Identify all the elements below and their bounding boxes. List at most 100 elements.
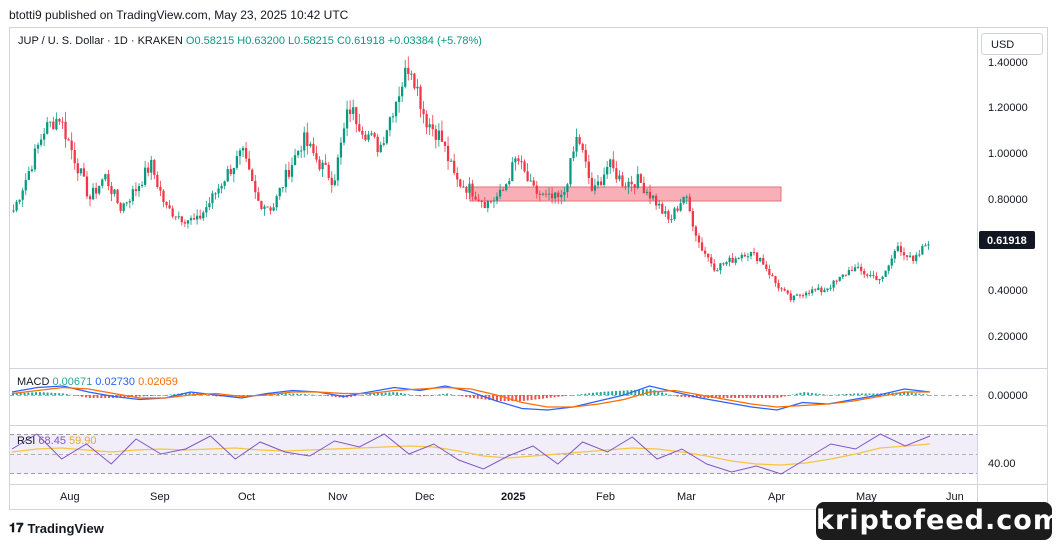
macd-hist-bar [12, 393, 14, 395]
candle-body [554, 192, 557, 199]
macd-hist-bar [661, 392, 664, 395]
candle-body [355, 107, 358, 125]
candle-body [820, 287, 823, 293]
macd-hist-bar [753, 395, 756, 398]
candle-body [703, 250, 707, 254]
macd-hist-bar [61, 393, 64, 395]
candle-body [419, 86, 422, 109]
candle-body [523, 161, 526, 172]
candle-body [229, 169, 232, 175]
candle-body [88, 196, 92, 200]
candle-body [21, 190, 24, 200]
candle-body [838, 276, 841, 281]
macd-hist-bar [737, 395, 740, 398]
macd-hist-bar [818, 393, 821, 395]
macd-hist-bar [42, 392, 45, 395]
macd-hist-bar [749, 395, 752, 398]
candle-body [12, 210, 15, 212]
candle-body [312, 143, 315, 154]
macd-hist-bar [634, 389, 637, 395]
macd-hist-bar [618, 390, 621, 395]
candle-body [856, 266, 860, 268]
macd-hist-bar [330, 395, 333, 397]
tradingview-logo-icon: 𝟏𝟕 [9, 520, 24, 535]
candle-body [801, 295, 805, 297]
macd-legend[interactable]: MACD 0.00671 0.02730 0.02059 [17, 376, 178, 388]
macd-hist-bar [100, 395, 103, 398]
tradingview-brand[interactable]: 𝟏𝟕 TradingView [9, 520, 104, 536]
candle-body [547, 193, 551, 195]
candle-body [147, 167, 150, 173]
macd-hist-bar [641, 389, 644, 395]
candle-body [95, 187, 98, 194]
candle-body [287, 169, 291, 177]
macd-hist-bar [826, 394, 829, 396]
macd-hist-bar [549, 395, 552, 398]
candle-body [881, 276, 884, 280]
candle-body [590, 177, 593, 191]
candle-body [327, 164, 330, 178]
macd-hist-bar [19, 393, 22, 395]
macd-hist-bar [730, 395, 733, 398]
candle-body [557, 192, 560, 198]
candle-body [33, 148, 37, 170]
candle-body [746, 256, 750, 258]
candle-body [486, 201, 489, 209]
macd-hist-bar [837, 394, 840, 395]
candle-body [921, 246, 924, 255]
macd-hist-bar [54, 392, 57, 395]
candle-body [196, 215, 199, 220]
candle-body [477, 199, 480, 201]
candle-body [474, 196, 477, 200]
candle-body [532, 180, 535, 186]
macd-hist-bar [864, 393, 867, 395]
candle-body [615, 168, 618, 180]
candle-body [804, 292, 808, 296]
macd-hist-bar [568, 395, 571, 396]
candle-body [774, 276, 777, 284]
candle-body [740, 254, 743, 259]
macd-hist-bar [108, 395, 111, 398]
macd-hist-bar [814, 393, 817, 395]
macd-hist-bar [265, 393, 268, 395]
candle-body [459, 179, 462, 187]
x-tick-aug: Aug [60, 491, 80, 503]
rsi-title: RSI [17, 435, 36, 447]
macd-hist-bar [303, 394, 306, 395]
candle-body [58, 118, 61, 122]
rsi-legend[interactable]: RSI 68.45 59.90 [17, 435, 97, 447]
macd-hist-bar [280, 393, 283, 395]
candle-body [235, 156, 239, 168]
candle-body [278, 188, 281, 197]
macd-hist-bar [599, 391, 602, 395]
candle-body [67, 139, 70, 141]
candle-body [915, 254, 918, 261]
candle-body [780, 288, 783, 290]
candle-body [563, 191, 566, 195]
candle-body [697, 235, 701, 243]
candle-body [887, 265, 890, 271]
candle-body [633, 184, 636, 188]
candle-body [251, 169, 254, 182]
macd-hist-bar [688, 395, 691, 398]
candle-body [290, 165, 294, 177]
macd-signal-line [11, 386, 930, 408]
macd-hist-bar [714, 395, 717, 398]
macd-hist-bar [177, 393, 180, 395]
macd-hist-bar [784, 395, 787, 397]
symbol-legend[interactable]: JUP / U. S. Dollar · 1D · KRAKEN O0.5821… [18, 35, 482, 47]
candle-body [73, 150, 76, 164]
candle-body [391, 116, 395, 118]
macd-hist-bar [845, 393, 848, 395]
macd-hist-bar [488, 395, 491, 401]
rsi-value: 68.45 [38, 435, 66, 447]
candle-body [483, 201, 486, 209]
macd-hist-bar [799, 392, 802, 395]
candle-body [918, 254, 921, 256]
candle-body [465, 187, 468, 193]
macd-hist-bar [772, 395, 775, 398]
macd-hist-bar [887, 392, 890, 395]
currency-selector[interactable]: USD [981, 33, 1043, 55]
candle-body [492, 200, 496, 202]
